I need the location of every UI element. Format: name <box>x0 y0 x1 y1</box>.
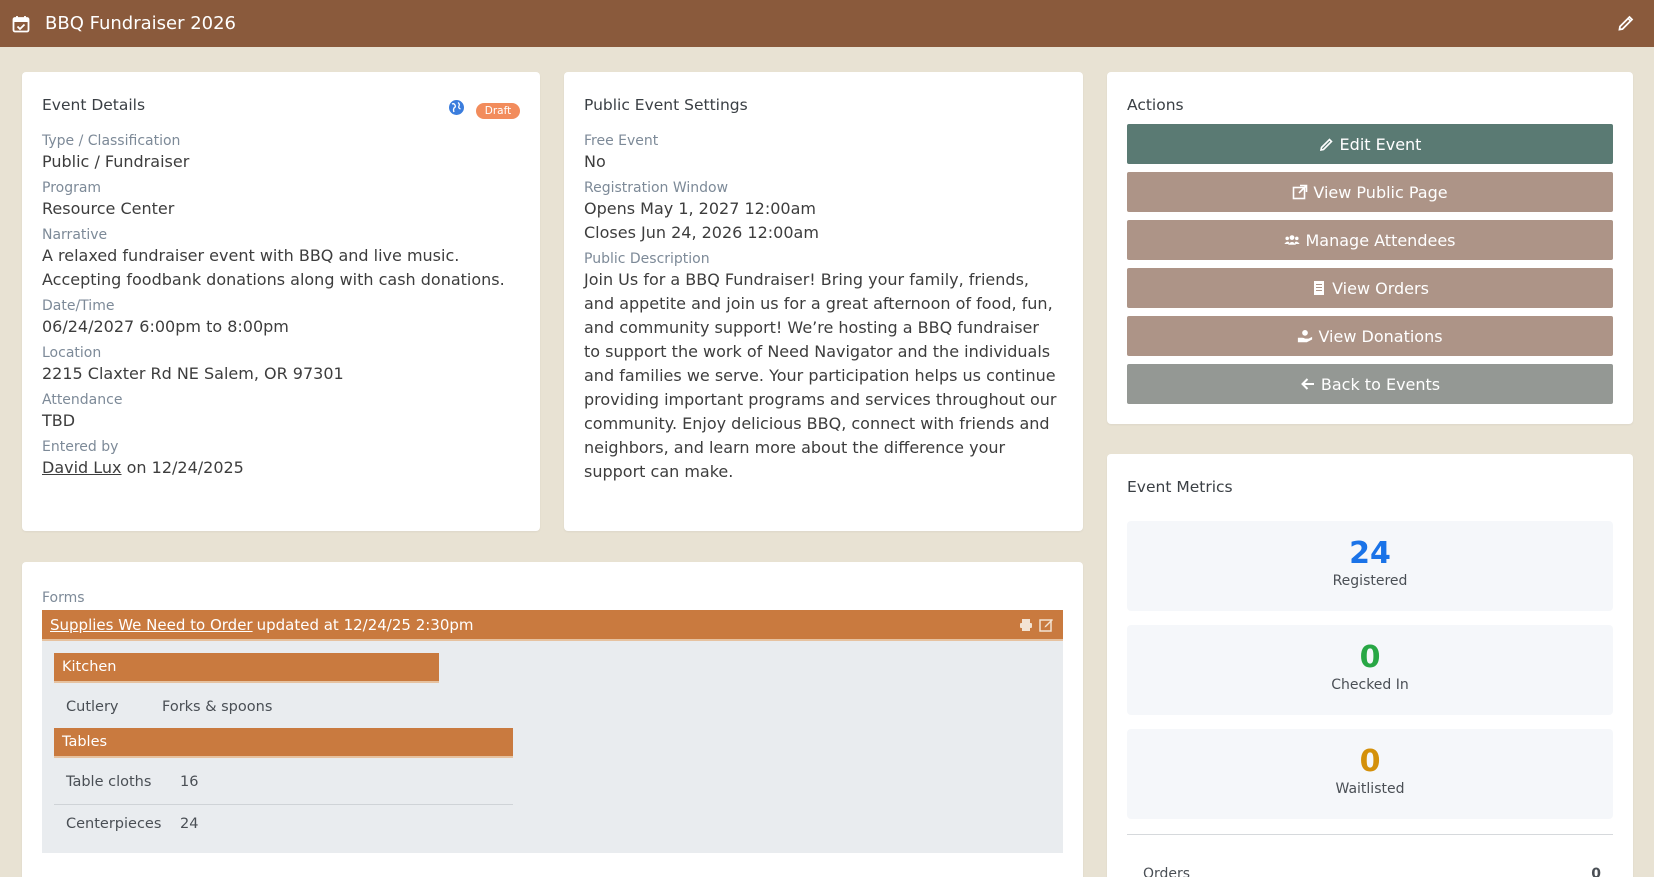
field-value: No <box>584 152 606 171</box>
divider <box>1127 834 1613 835</box>
field-label: Date/Time <box>42 298 115 314</box>
forms-label: Forms <box>42 590 85 606</box>
back-to-events-button[interactable]: Back to Events <box>1127 364 1613 404</box>
event-details-card: Event Details Draft Type / Classificatio… <box>22 72 540 531</box>
field-location: Location 2215 Claxter Rd NE Salem, OR 97… <box>42 344 522 386</box>
field-datetime: Date/Time 06/24/2027 6:00pm to 8:00pm <box>42 297 522 339</box>
public-body: Free Event No Registration Window Opens … <box>584 132 1059 489</box>
back-to-events-label: Back to Events <box>1320 374 1441 394</box>
receipt-icon <box>1314 281 1325 295</box>
metric-checked-in: 0 Checked In <box>1127 625 1613 715</box>
pencil-icon <box>1319 138 1333 152</box>
actions-title: Actions <box>1127 96 1184 114</box>
top-bar: BBQ Fundraiser 2026 <box>0 0 1654 47</box>
status-badge: Draft <box>476 103 520 119</box>
field-program: Program Resource Center <box>42 179 522 221</box>
entered-by-user-link[interactable]: David Lux <box>42 458 122 477</box>
view-donations-label: View Donations <box>1318 326 1443 346</box>
manage-attendees-label: Manage Attendees <box>1305 230 1456 250</box>
field-narrative: Narrative A relaxed fundraiser event wit… <box>42 226 522 292</box>
edit-event-button[interactable]: Edit Event <box>1127 124 1613 164</box>
metric-label: Registered <box>1332 573 1408 589</box>
field-value: 06/24/2027 6:00pm to 8:00pm <box>42 317 289 336</box>
row-divider <box>54 804 513 805</box>
form-updated: updated at 12/24/25 2:30pm <box>256 615 474 634</box>
pencil-icon[interactable] <box>1617 13 1636 32</box>
public-settings-card: Public Event Settings Free Event No Regi… <box>564 72 1083 531</box>
event-metrics-title: Event Metrics <box>1127 478 1233 496</box>
view-donations-button[interactable]: View Donations <box>1127 316 1613 356</box>
field-label: Narrative <box>42 227 108 243</box>
item-value: 16 <box>180 774 199 790</box>
item-name: Table cloths <box>66 774 152 790</box>
field-free-event: Free Event No <box>584 132 1059 174</box>
field-type: Type / Classification Public / Fundraise… <box>42 132 522 174</box>
metric-label: Waitlisted <box>1335 781 1405 797</box>
event-metrics-card: Event Metrics 24 Registered 0 Checked In… <box>1107 454 1633 877</box>
field-value: Resource Center <box>42 199 175 218</box>
field-label: Location <box>42 345 102 361</box>
users-icon <box>1284 235 1301 245</box>
metric-registered: 24 Registered <box>1127 521 1613 611</box>
details-body: Type / Classification Public / Fundraise… <box>42 132 522 485</box>
form-name-link[interactable]: Supplies We Need to Order <box>50 615 253 634</box>
event-details-title: Event Details <box>42 96 146 114</box>
field-value: 2215 Claxter Rd NE Salem, OR 97301 <box>42 364 344 383</box>
metric-waitlisted: 0 Waitlisted <box>1127 729 1613 819</box>
orders-label: Orders <box>1143 866 1191 877</box>
field-label: Attendance <box>42 392 123 408</box>
metric-value: 0 <box>1359 640 1381 675</box>
page-title: BBQ Fundraiser 2026 <box>45 13 237 34</box>
public-settings-title: Public Event Settings <box>584 96 748 114</box>
item-name: Centerpieces <box>66 816 162 832</box>
section-kitchen: Kitchen <box>54 653 439 683</box>
actions-card: Actions Edit Event View Public Page Mana… <box>1107 72 1633 424</box>
external-link-icon <box>1293 184 1308 200</box>
metric-label: Checked In <box>1331 677 1409 693</box>
field-value: A relaxed fundraiser event with BBQ and … <box>42 246 505 289</box>
item-name: Cutlery <box>66 699 119 715</box>
field-value: Public / Fundraiser <box>42 152 190 171</box>
metric-value: 24 <box>1349 536 1391 571</box>
form-header: Supplies We Need to Order updated at 12/… <box>42 610 1063 641</box>
public-description-text: Join Us for a BBQ Fundraiser! Bring your… <box>584 270 1057 481</box>
calendar-check-icon <box>12 15 30 32</box>
field-attendance: Attendance TBD <box>42 391 522 433</box>
forms-card: Forms Supplies We Need to Order updated … <box>22 562 1083 877</box>
field-label: Program <box>42 180 102 196</box>
field-label: Registration Window <box>584 180 729 196</box>
field-label: Public Description <box>584 251 710 267</box>
form-body: Kitchen Cutlery Forks & spoons Tables Ta… <box>42 641 1063 853</box>
hand-holding-heart-icon <box>1298 330 1313 343</box>
edit-square-icon[interactable] <box>1039 617 1054 632</box>
field-label: Type / Classification <box>42 133 181 149</box>
field-label: Free Event <box>584 133 659 149</box>
field-label: Entered by <box>42 439 119 455</box>
item-value: 24 <box>180 816 199 832</box>
item-value: Forks & spoons <box>162 699 273 715</box>
view-orders-label: View Orders <box>1332 278 1429 298</box>
view-orders-button[interactable]: View Orders <box>1127 268 1613 308</box>
globe-icon <box>449 100 464 115</box>
arrow-left-icon <box>1300 378 1314 390</box>
field-entered-by: Entered by David Lux on 12/24/2025 <box>42 438 522 480</box>
registration-closes: Closes Jun 24, 2026 12:00am <box>584 223 819 242</box>
view-public-page-label: View Public Page <box>1313 182 1448 202</box>
field-value: TBD <box>42 411 76 430</box>
section-tables: Tables <box>54 728 513 758</box>
manage-attendees-button[interactable]: Manage Attendees <box>1127 220 1613 260</box>
registration-opens: Opens May 1, 2027 12:00am <box>584 199 816 218</box>
entered-by-date: on 12/24/2025 <box>126 458 244 477</box>
field-public-description: Public Description Join Us for a BBQ Fun… <box>584 250 1059 484</box>
print-icon[interactable] <box>1019 618 1033 632</box>
metric-value: 0 <box>1359 744 1381 779</box>
field-registration-window: Registration Window Opens May 1, 2027 12… <box>584 179 1059 245</box>
field-value: David Lux on 12/24/2025 <box>42 456 522 480</box>
edit-event-label: Edit Event <box>1339 134 1422 154</box>
orders-value: 0 <box>1591 866 1601 877</box>
view-public-page-button[interactable]: View Public Page <box>1127 172 1613 212</box>
